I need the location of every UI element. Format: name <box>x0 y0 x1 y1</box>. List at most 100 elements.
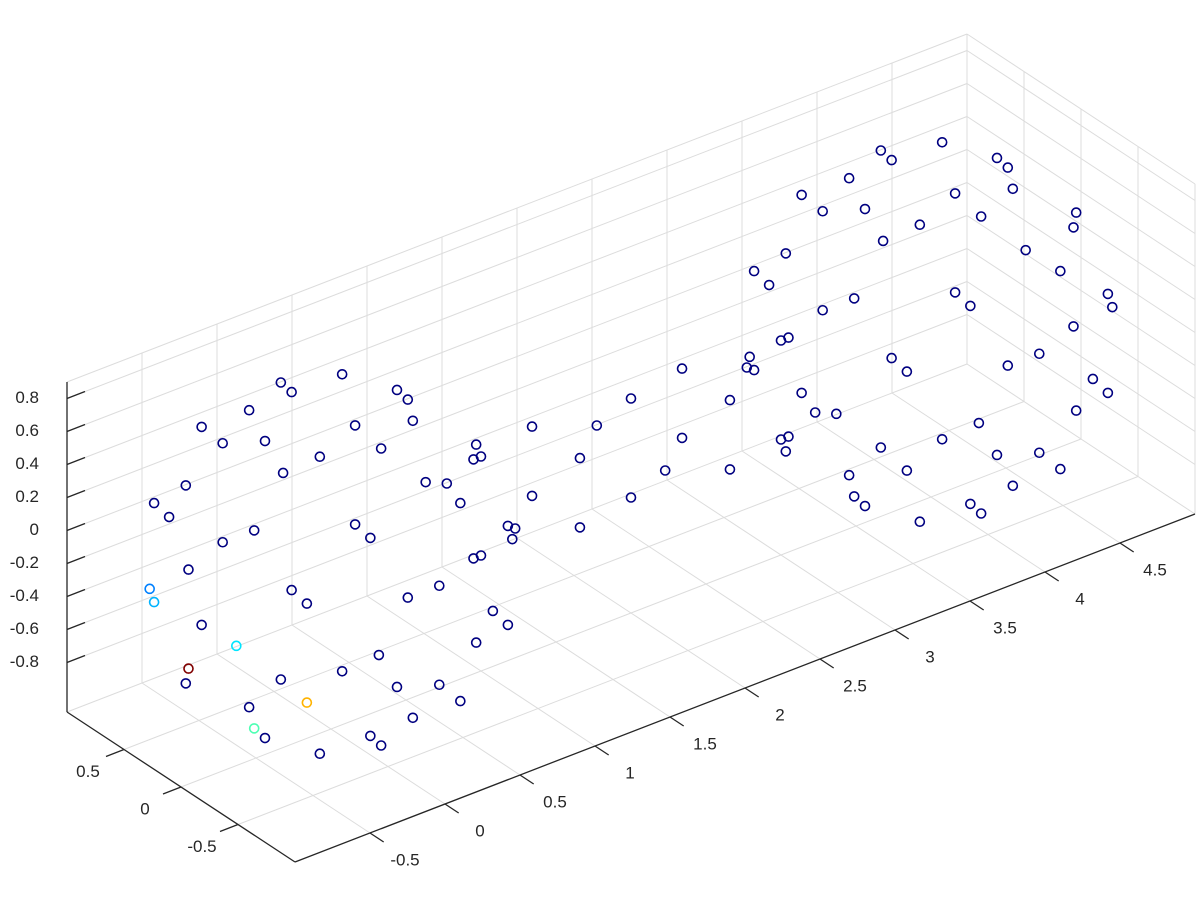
point <box>817 304 829 316</box>
grid-line <box>66 83 968 432</box>
point <box>965 300 976 312</box>
point <box>391 384 403 396</box>
point <box>877 235 889 247</box>
y-tick-label: 0.5 <box>76 762 100 781</box>
point <box>286 584 297 596</box>
x-tick <box>519 774 535 785</box>
point <box>231 640 242 652</box>
point <box>407 415 419 427</box>
z-tick <box>66 390 86 400</box>
point <box>314 451 326 463</box>
point <box>402 394 414 405</box>
point <box>1002 360 1014 371</box>
point <box>574 452 586 464</box>
point <box>301 598 313 609</box>
grid-line <box>237 476 1139 825</box>
y-tick <box>105 748 125 758</box>
point <box>780 248 792 259</box>
point <box>277 467 289 479</box>
point <box>1068 321 1079 332</box>
point <box>148 497 160 509</box>
point <box>217 536 228 548</box>
point <box>901 465 913 476</box>
point <box>526 421 538 432</box>
point <box>780 446 792 457</box>
point <box>676 432 688 444</box>
point <box>991 449 1003 461</box>
point <box>914 219 926 231</box>
y-tick <box>162 786 182 795</box>
x-tick <box>1044 571 1060 582</box>
z-tick-label: -0.6 <box>10 619 39 638</box>
point <box>831 408 842 420</box>
point <box>455 695 466 707</box>
point <box>1068 222 1079 233</box>
point <box>180 678 192 689</box>
point <box>1102 387 1114 399</box>
point <box>1020 244 1031 256</box>
x-tick <box>369 832 385 843</box>
point <box>949 188 961 199</box>
x-tick <box>969 600 985 611</box>
x-tick-label: 4 <box>1075 589 1084 608</box>
x-tick <box>669 716 685 727</box>
point <box>243 701 255 713</box>
point <box>724 394 736 406</box>
point <box>144 583 155 595</box>
z-tick-label: -0.2 <box>10 553 39 572</box>
point <box>196 421 207 433</box>
point <box>949 287 961 298</box>
point <box>843 469 855 481</box>
x-tick <box>594 745 610 756</box>
x-tick-label: 0 <box>475 821 484 840</box>
point <box>402 592 414 603</box>
point <box>848 491 860 502</box>
point <box>259 435 271 447</box>
grid-line <box>66 149 968 498</box>
z-tick <box>66 654 86 664</box>
point <box>196 619 207 631</box>
point <box>574 522 586 533</box>
point <box>336 368 348 380</box>
grid-line <box>966 281 1196 432</box>
x-tick <box>444 803 460 814</box>
point <box>859 500 871 512</box>
x-tick-label: 4.5 <box>1143 560 1167 579</box>
point <box>243 404 255 416</box>
point <box>748 364 760 376</box>
point <box>375 443 387 454</box>
z-tick <box>66 456 86 466</box>
point <box>507 533 518 545</box>
z-tick <box>66 555 86 565</box>
z-tick-label: 0.2 <box>15 487 39 506</box>
point <box>526 490 538 502</box>
point <box>1034 447 1045 459</box>
x-tick-label: -0.5 <box>390 850 419 869</box>
point <box>470 637 482 648</box>
point <box>973 417 985 429</box>
point <box>1087 373 1099 385</box>
z-tick-label: 0 <box>30 520 39 539</box>
point <box>301 697 313 708</box>
point <box>375 740 387 751</box>
y-tick-label: 0 <box>140 799 149 818</box>
point <box>1070 207 1082 218</box>
z-tick-label: 0.4 <box>15 454 39 473</box>
grid-line <box>66 215 968 564</box>
point <box>875 442 887 453</box>
point <box>183 663 194 674</box>
point <box>509 523 521 534</box>
point <box>886 352 897 364</box>
point <box>248 525 260 536</box>
point <box>420 476 431 488</box>
point <box>455 497 466 509</box>
point <box>859 203 871 215</box>
point <box>275 674 287 685</box>
z-tick-label: 0.6 <box>15 421 39 440</box>
grid-line <box>66 116 968 465</box>
point <box>407 712 419 724</box>
point <box>475 550 487 561</box>
point <box>365 532 376 544</box>
point <box>373 649 385 661</box>
point <box>796 387 807 399</box>
